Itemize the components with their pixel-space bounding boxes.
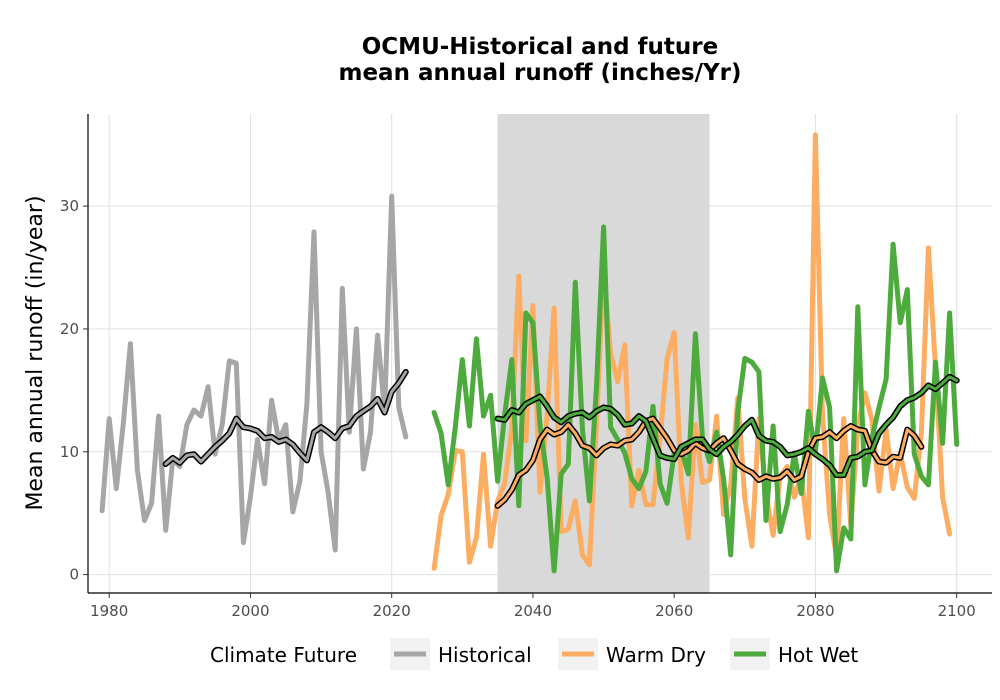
x-tick-label: 2000 — [231, 602, 269, 620]
x-tick-label: 2020 — [373, 602, 411, 620]
legend-label-hot-wet: Hot Wet — [778, 643, 858, 667]
x-tick-label: 2060 — [655, 602, 693, 620]
x-tick-label: 2100 — [938, 602, 976, 620]
series-layer — [99, 132, 960, 574]
y-axis-ticks: 0 10 20 30 — [60, 197, 88, 584]
x-axis-ticks: 1980 2000 2020 2040 2060 2080 2100 — [90, 593, 976, 620]
y-axis-title: Mean annual runoff (in/year) — [23, 195, 48, 510]
y-tick-label: 20 — [60, 320, 79, 338]
legend: Climate Future Historical Warm Dry Hot Wet — [210, 638, 858, 670]
legend-label-historical: Historical — [438, 643, 532, 667]
legend-label-warm-dry: Warm Dry — [606, 643, 706, 667]
smooth-line-hot-wet — [496, 375, 959, 477]
x-tick-label: 2040 — [514, 602, 552, 620]
x-tick-label: 2080 — [796, 602, 834, 620]
legend-title: Climate Future — [210, 643, 357, 667]
axes — [87, 114, 992, 594]
y-tick-label: 10 — [60, 443, 79, 461]
smooth-line-historical — [164, 370, 408, 466]
series-line-historical — [99, 193, 409, 553]
y-tick-label: 0 — [69, 566, 79, 584]
chart-title-line1: OCMU-Historical and future — [362, 34, 719, 60]
x-tick-label: 1980 — [90, 602, 128, 620]
y-tick-label: 30 — [60, 197, 79, 215]
chart-title-line2: mean annual runoff (inches/Yr) — [338, 60, 741, 86]
